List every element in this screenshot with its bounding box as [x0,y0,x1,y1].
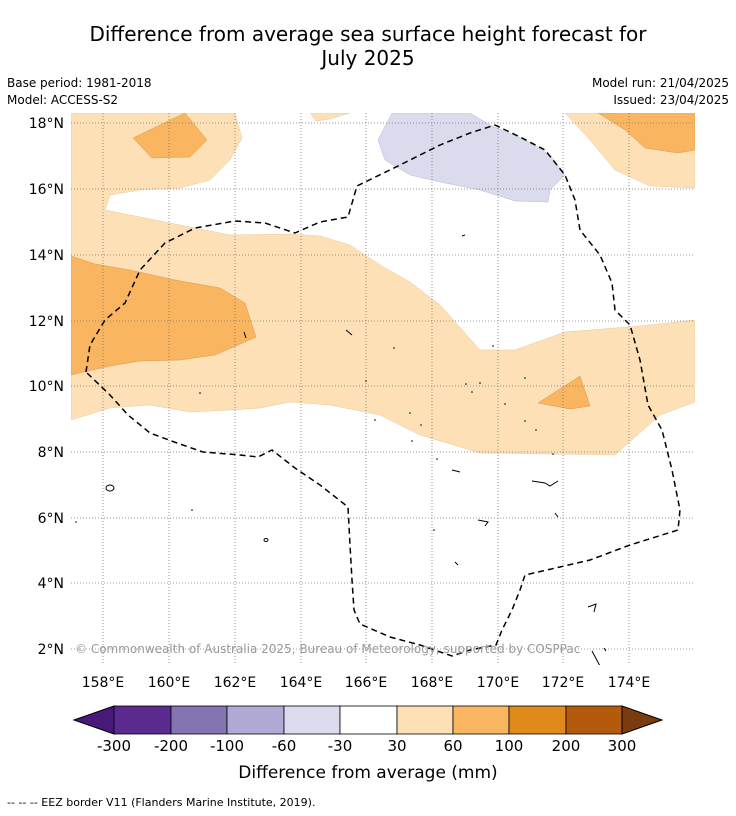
contour-30-60-main [71,113,695,456]
model-name: Model: ACCESS-S2 [7,93,119,107]
lat-label: 6°N [38,511,64,527]
lat-label: 14°N [29,248,64,264]
colorbar-tick: -60 [272,737,297,755]
graticule [71,113,695,665]
colorbar-low-extend [72,705,115,735]
lon-label: 160°E [148,675,191,691]
lat-label: 8°N [38,445,64,461]
colorbar-tick: -200 [154,737,188,755]
contour-60-100-east [537,375,591,410]
contour-neg-30-60 [377,113,566,203]
colorbar-bin [565,705,623,735]
eez-border [85,124,681,657]
lat-label: 10°N [29,379,64,395]
lon-label: 164°E [280,675,323,691]
title-line-1: Difference from average sea surface heig… [89,22,647,46]
island-dots [75,345,554,531]
lon-label: 158°E [82,675,125,691]
lat-label: 12°N [29,314,64,330]
map-area: © Commonwealth of Australia 2025, Bureau… [71,113,695,665]
lat-label: 16°N [29,182,64,198]
colorbar-bin [339,705,398,735]
colorbar-bin [396,705,454,735]
meta-left: Base period: 1981-2018 Model: ACCESS-S2 [7,75,152,109]
issued-date: Issued: 23/04/2025 [613,93,729,107]
eez-footnote: -- -- -- EEZ border V11 (Flanders Marine… [7,796,316,809]
contour-30-60-sliver [309,113,351,122]
lon-label: 174°E [608,675,651,691]
colorbar-tick: 200 [552,737,581,755]
colorbar-ticks: -300 -200 -100 -60 -30 30 60 100 200 300 [97,737,636,755]
colorbar-bin [508,705,567,735]
model-run: Model run: 21/04/2025 [591,76,729,90]
meta-right: Model run: 21/04/2025 Issued: 23/04/2025 [592,75,729,109]
islands [105,234,607,665]
title-line-2: July 2025 [321,46,415,70]
colorbar-bin [283,705,341,735]
contour-60-100-west [71,255,257,376]
colorbar-tick: -100 [210,737,244,755]
lon-label: 170°E [477,675,520,691]
lon-label: 168°E [411,675,454,691]
colorbar-tick: -300 [97,737,131,755]
colorbar-tick: 300 [608,737,637,755]
lon-labels: 158°E 160°E 162°E 164°E 166°E 168°E 170°… [82,675,651,691]
contour-60-100-ne [597,113,695,154]
colorbar-high-extend [621,705,664,735]
colorbar-tick: 100 [495,737,524,755]
map-title: Difference from average sea surface heig… [0,22,736,70]
colorbar-tick: -30 [328,737,353,755]
base-period: Base period: 1981-2018 [7,76,152,90]
colorbar-bin [226,705,285,735]
colorbar-label: Difference from average (mm) [238,763,497,783]
colorbar-bin [113,705,172,735]
colorbar-bin [170,705,228,735]
copyright-text: © Commonwealth of Australia 2025, Bureau… [75,642,580,656]
lat-label: 2°N [38,642,64,658]
lon-label: 166°E [345,675,388,691]
lon-label: 172°E [542,675,585,691]
contour-60-100-nw [132,113,208,159]
lat-labels: 18°N 16°N 14°N 12°N 10°N 8°N 6°N 4°N 2°N [29,116,64,658]
colorbar-bin [452,705,510,735]
lon-label: 162°E [214,675,257,691]
lat-label: 4°N [38,576,64,592]
colorbar-tick: 60 [443,737,462,755]
colorbar: -300 -200 -100 -60 -30 30 60 100 200 300… [72,705,664,783]
colorbar-tick: 30 [387,737,406,755]
lat-label: 18°N [29,116,64,132]
